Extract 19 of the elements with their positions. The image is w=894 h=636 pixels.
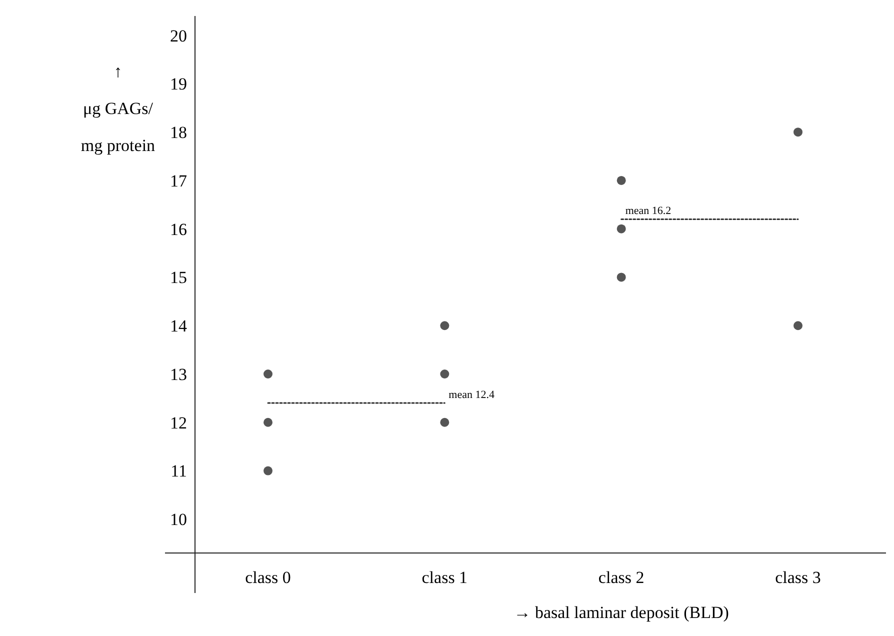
y-tick-label: 18 [170, 123, 187, 142]
x-tick-label: class 3 [775, 568, 821, 587]
y-tick-label: 17 [170, 171, 188, 190]
y-tick-label: 20 [170, 26, 187, 46]
y-tick-label: 11 [170, 462, 187, 481]
y-tick-label: 12 [170, 413, 187, 432]
x-tick-label: class 0 [245, 568, 291, 587]
y-tick-label: 19 [170, 74, 187, 94]
x-tick-label: class 2 [598, 568, 644, 587]
y-tick-label: 15 [170, 268, 187, 288]
y-tick-label: 14 [170, 316, 188, 336]
x-axis-title: → basal laminar deposit (BLD) [514, 603, 729, 622]
annotation: mean 16.2 [625, 205, 672, 218]
annotation: mean 12.4 [448, 389, 495, 402]
y-tick-label: 10 [170, 510, 187, 530]
y-axis-title: ↑ μg GAGs/ mg protein [80, 62, 156, 156]
y-tick-label: 13 [170, 364, 187, 384]
y-tick-label: 16 [170, 220, 187, 239]
x-tick-label: class 1 [422, 568, 468, 587]
